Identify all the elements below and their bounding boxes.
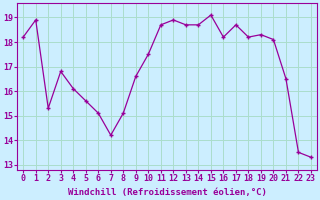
X-axis label: Windchill (Refroidissement éolien,°C): Windchill (Refroidissement éolien,°C) [68, 188, 267, 197]
